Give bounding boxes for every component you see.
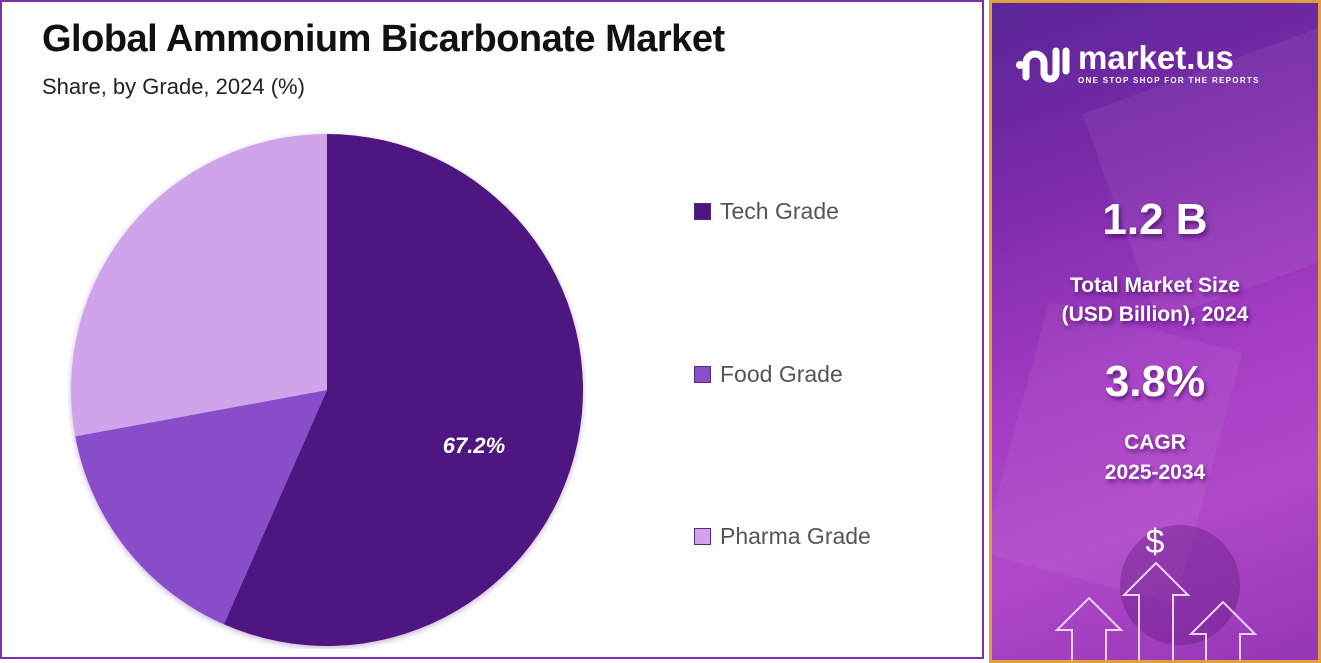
legend-item-pharma-grade[interactable]: Pharma Grade	[694, 523, 871, 550]
growth-arrows-icon	[1054, 561, 1258, 660]
legend-swatch	[694, 528, 711, 545]
market-us-logo-icon	[1016, 47, 1070, 83]
pie-data-label: 67.2%	[443, 433, 505, 458]
brand-tagline: ONE STOP SHOP FOR THE REPORTS	[1078, 76, 1260, 85]
cagr-label-line1: CAGR	[1124, 431, 1186, 454]
market-size-label-line1: Total Market Size	[1070, 274, 1240, 297]
chart-title: Global Ammonium Bicarbonate Market	[42, 18, 725, 60]
cagr-label-line2: 2025-2034	[1104, 461, 1206, 484]
legend-label: Tech Grade	[720, 198, 839, 224]
market-size-value: 1.2 B	[1102, 195, 1208, 244]
summary-panel: market.us ONE STOP SHOP FOR THE REPORTS …	[989, 0, 1321, 663]
cagr-value: 3.8%	[1104, 357, 1206, 406]
legend-swatch	[694, 366, 711, 383]
legend-item-tech-grade[interactable]: Tech Grade	[694, 198, 839, 225]
pie-slice-pharma-grade[interactable]	[70, 134, 327, 437]
legend-item-food-grade[interactable]: Food Grade	[694, 361, 843, 388]
brand-logo[interactable]: market.us ONE STOP SHOP FOR THE REPORTS	[1014, 41, 1260, 85]
market-size-label-line2: (USD Billion), 2024	[1061, 303, 1249, 326]
pie-chart: 67.2%	[70, 134, 584, 646]
legend-swatch	[694, 203, 711, 220]
pie-slice-food-grade[interactable]	[75, 390, 327, 625]
chart-subtitle: Share, by Grade, 2024 (%)	[42, 74, 305, 99]
pie-slice-tech-grade[interactable]	[223, 134, 584, 646]
chart-panel: Global Ammonium Bicarbonate Market Share…	[0, 0, 984, 659]
brand-name: market.us	[1078, 39, 1234, 76]
legend-label: Food Grade	[720, 361, 843, 387]
dollar-icon: $	[1145, 523, 1165, 561]
legend-label: Pharma Grade	[720, 523, 871, 549]
